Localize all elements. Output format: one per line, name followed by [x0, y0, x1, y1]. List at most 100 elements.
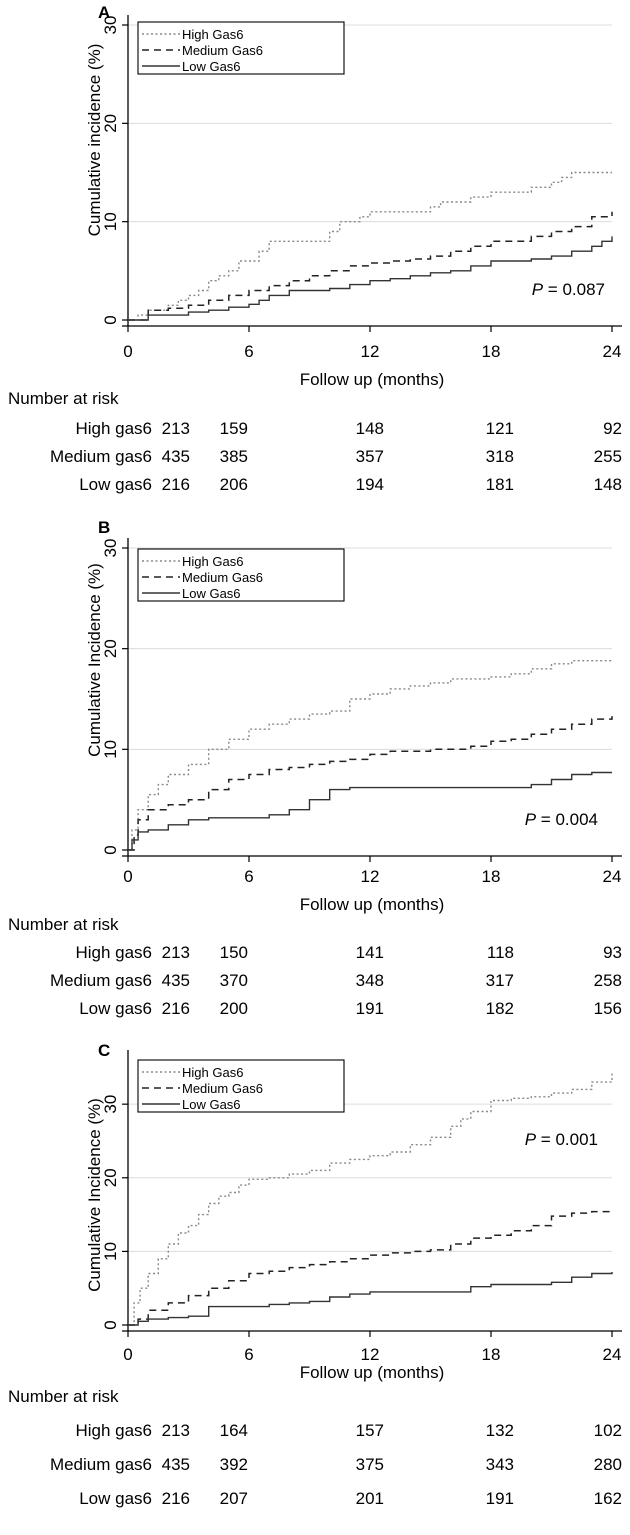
series-line-solid: [128, 1272, 613, 1326]
y-tick-label: 30: [101, 539, 120, 558]
risk-cell: 216: [162, 475, 190, 494]
risk-cell: 370: [220, 971, 248, 990]
risk-cell: 141: [356, 943, 384, 962]
y-tick-label: 20: [101, 1168, 120, 1187]
x-tick-label: 18: [482, 342, 501, 361]
risk-cell: 280: [594, 1455, 622, 1474]
p-value: P = 0.001: [525, 1130, 598, 1149]
series-line-dotted: [128, 660, 612, 851]
x-axis-label: Follow up (months): [300, 1363, 445, 1382]
risk-cell: 148: [356, 419, 384, 438]
x-tick-label: 12: [361, 1345, 380, 1364]
panel-label: B: [98, 518, 110, 537]
series-line-solid: [128, 236, 613, 321]
legend-label: Medium Gas6: [182, 570, 263, 585]
risk-cell: 357: [356, 447, 384, 466]
p-value-text: = 0.004: [536, 810, 598, 829]
legend-label: Medium Gas6: [182, 43, 263, 58]
risk-cell: 162: [594, 1489, 622, 1508]
y-tick-label: 20: [101, 639, 120, 658]
y-tick-label: 10: [101, 1242, 120, 1261]
p-value-label: P: [532, 280, 544, 299]
risk-row-label: Low gas6: [79, 1489, 152, 1508]
p-value-label: P: [525, 1130, 537, 1149]
x-tick-label: 0: [123, 1345, 132, 1364]
risk-cell: 435: [162, 971, 190, 990]
risk-row-label: Medium gas6: [50, 1455, 152, 1474]
y-tick-label: 0: [101, 315, 120, 324]
risk-cell: 164: [220, 1421, 248, 1440]
p-value-label: P: [525, 810, 537, 829]
risk-cell: 385: [220, 447, 248, 466]
x-tick-label: 6: [244, 867, 253, 886]
legend-label: Low Gas6: [182, 1097, 241, 1112]
series-line-dashed: [128, 1210, 613, 1326]
x-tick-label: 18: [482, 1345, 501, 1364]
x-tick-label: 12: [361, 867, 380, 886]
risk-row-label: Low gas6: [79, 475, 152, 494]
series-line-solid: [128, 771, 612, 851]
risk-cell: 181: [486, 475, 514, 494]
series-line-dotted: [128, 1072, 613, 1326]
panel-a: A 0 10 20 30 0 6 12 18 24 Cumulative incidence (%)…: [8, 3, 622, 494]
risk-cell: 132: [486, 1421, 514, 1440]
risk-cell: 392: [220, 1455, 248, 1474]
risk-cell: 318: [486, 447, 514, 466]
legend-label: Medium Gas6: [182, 1081, 263, 1096]
panel-label: A: [98, 3, 110, 22]
series-line-dotted: [128, 171, 612, 321]
risk-cell: 194: [356, 475, 384, 494]
panel-b: B 0 10 20 30 0 6 12 18 24 Cumulative Incidence (%)…: [8, 518, 622, 1018]
risk-cell: 435: [162, 447, 190, 466]
x-axis-label: Follow up (months): [300, 370, 445, 389]
risk-cell: 157: [356, 1421, 384, 1440]
x-tick-label: 0: [123, 342, 132, 361]
risk-cell: 191: [486, 1489, 514, 1508]
risk-cell: 206: [220, 475, 248, 494]
risk-cell: 93: [603, 943, 622, 962]
p-value-text: = 0.087: [543, 280, 605, 299]
legend-label: Low Gas6: [182, 59, 241, 74]
risk-cell: 156: [594, 999, 622, 1018]
x-tick-label: 6: [244, 342, 253, 361]
x-tick-label: 24: [603, 342, 622, 361]
panel-label: C: [98, 1041, 110, 1060]
p-value: P = 0.004: [525, 810, 598, 829]
risk-cell: 159: [220, 419, 248, 438]
risk-cell: 150: [220, 943, 248, 962]
risk-cell: 216: [162, 1489, 190, 1508]
risk-cell: 191: [356, 999, 384, 1018]
panel-c: C 0 10 20 30 0 6 12 18 24 Cumulative Incidence (%)…: [8, 1041, 622, 1508]
risk-cell: 182: [486, 999, 514, 1018]
series-line-dashed: [128, 716, 613, 851]
legend-label: High Gas6: [182, 554, 243, 569]
risk-table-title: Number at risk: [8, 915, 119, 934]
y-axis-label: Cumulative incidence (%): [85, 44, 104, 237]
x-tick-label: 24: [603, 1345, 622, 1364]
y-tick-label: 20: [101, 114, 120, 133]
y-tick-label: 30: [101, 16, 120, 35]
p-value-text: = 0.001: [536, 1130, 598, 1149]
x-tick-label: 24: [603, 867, 622, 886]
risk-cell: 207: [220, 1489, 248, 1508]
risk-cell: 148: [594, 475, 622, 494]
legend-label: Low Gas6: [182, 586, 241, 601]
x-tick-label: 18: [482, 867, 501, 886]
risk-cell: 317: [486, 971, 514, 990]
p-value: P = 0.087: [532, 280, 605, 299]
risk-row-label: High gas6: [75, 1421, 152, 1440]
legend-label: High Gas6: [182, 27, 243, 42]
risk-cell: 201: [356, 1489, 384, 1508]
risk-cell: 213: [162, 943, 190, 962]
legend-label: High Gas6: [182, 1065, 243, 1080]
risk-cell: 200: [220, 999, 248, 1018]
risk-cell: 213: [162, 419, 190, 438]
risk-row-label: Low gas6: [79, 999, 152, 1018]
risk-cell: 343: [486, 1455, 514, 1474]
risk-cell: 375: [356, 1455, 384, 1474]
risk-table-title: Number at risk: [8, 389, 119, 408]
risk-cell: 258: [594, 971, 622, 990]
risk-row-label: High gas6: [75, 943, 152, 962]
y-axis-label: Cumulative Incidence (%): [85, 563, 104, 757]
